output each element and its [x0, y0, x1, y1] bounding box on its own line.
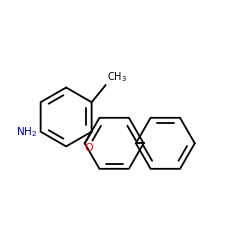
Text: NH$_2$: NH$_2$	[16, 126, 38, 139]
Text: O: O	[84, 143, 93, 153]
Text: CH$_3$: CH$_3$	[107, 70, 127, 84]
